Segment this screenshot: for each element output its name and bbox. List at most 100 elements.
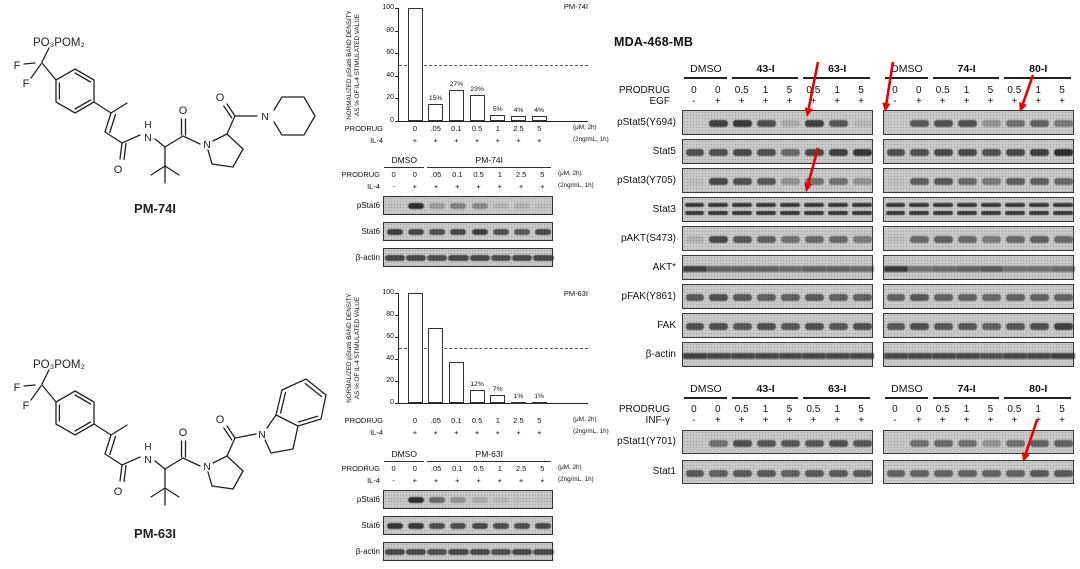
y-tick-mark — [395, 293, 398, 294]
stim-value: + — [433, 136, 438, 145]
blot-row-label: β-actin — [355, 253, 380, 262]
dose-value: 5 — [786, 85, 793, 96]
blot-band — [934, 439, 954, 447]
blot-row-label: Stat6 — [361, 227, 380, 236]
blot-band — [852, 149, 872, 156]
y-tick-label: 100 — [382, 288, 394, 296]
blot-strip — [383, 542, 554, 561]
lane-group-underline — [803, 397, 870, 399]
blot-band — [886, 149, 906, 156]
blot-band — [804, 469, 824, 477]
dose-value: 0.5 — [471, 124, 483, 133]
dose-value: 0 — [916, 404, 922, 415]
y-tick-label: 0 — [390, 117, 394, 124]
blot-strip — [383, 222, 553, 241]
dose-row-label: PRODRUG — [341, 464, 380, 473]
lane-group-underline — [932, 77, 1000, 79]
bar — [428, 104, 444, 121]
blot-strip — [883, 226, 1074, 251]
blot-strip — [883, 460, 1074, 484]
stim-value: - — [692, 415, 696, 426]
carbonyl-o-label: O — [179, 427, 188, 439]
blot-band — [910, 294, 930, 301]
blot-band — [685, 469, 705, 477]
blot-band — [1053, 323, 1073, 330]
dose-value: 0.5 — [473, 464, 484, 473]
dose-value: 2.5 — [513, 124, 524, 133]
blot-band — [754, 352, 779, 359]
blot-band — [852, 178, 872, 185]
lane-group-label: DMSO — [891, 383, 923, 395]
blot-band — [733, 149, 753, 156]
lane-group-label: 80-I — [1029, 383, 1048, 395]
y-tick-label: 60 — [386, 333, 394, 340]
blot-band — [886, 294, 906, 301]
stim-value: + — [915, 415, 922, 426]
blot-band — [709, 323, 729, 330]
y-tick-mark — [395, 121, 398, 122]
blot-band — [683, 352, 707, 359]
lane-group-underline — [932, 397, 1000, 399]
blot-band — [909, 211, 930, 215]
lane-group-underline — [885, 397, 928, 399]
blot-band — [781, 323, 800, 330]
blot-band — [910, 120, 930, 127]
stim-value: + — [714, 415, 721, 426]
bar — [407, 293, 423, 403]
blot-band — [1003, 265, 1028, 272]
blot-band — [1005, 323, 1025, 330]
stim-value: + — [1011, 415, 1018, 426]
blot-band — [709, 149, 729, 156]
dose-value: 5 — [540, 464, 545, 473]
bar-value-label: 23% — [470, 86, 484, 93]
blot-band — [934, 178, 954, 185]
dose-row-label: PRODRUG — [344, 124, 383, 133]
blot-band — [535, 228, 552, 235]
blot-band — [781, 120, 800, 127]
blot-strip — [682, 255, 874, 280]
blot-band — [1053, 236, 1073, 243]
blot-row-label: pStat3(Y705) — [617, 174, 676, 186]
blot-band — [778, 352, 803, 359]
blot-row-label: Stat1 — [652, 466, 676, 477]
blot-band — [957, 211, 977, 215]
dose-value: 0.5 — [471, 416, 483, 425]
blot-row-label: Stat3 — [652, 203, 676, 215]
indoline-n-label: N — [258, 429, 266, 441]
right-panel: MDA-468-MB DMSO 43-I 63-I 0 0 0.5 1 5 0.5 1 5 - + + + +… — [600, 30, 1080, 500]
blot-band — [756, 203, 776, 207]
blot-band — [781, 149, 800, 156]
dose-value: 2.5 — [515, 464, 527, 473]
stim-value: + — [1059, 96, 1065, 107]
blot-band — [1029, 439, 1049, 447]
blot-band — [1005, 120, 1025, 127]
blot-band — [709, 178, 729, 185]
blot-band — [907, 265, 932, 272]
blot-band — [934, 149, 954, 156]
blot-band — [910, 178, 930, 185]
blot-strip — [682, 226, 873, 251]
stim-value: + — [714, 96, 721, 107]
amide-h-label: H — [144, 442, 151, 453]
y-tick-mark — [395, 381, 398, 382]
fluorine-label: F — [14, 382, 21, 394]
dose-value: 5 — [858, 404, 864, 415]
blot-band — [910, 469, 930, 477]
blot-row-label: pStat1(Y701) — [617, 436, 676, 447]
y-axis-label: NORMALIZED pStat6 BAND DENSITY AS % OF I… — [346, 293, 361, 403]
dose-value: 0.1 — [451, 416, 462, 425]
bar-value-label: 7% — [492, 386, 503, 394]
dose-value: 0 — [715, 85, 721, 96]
blot-band — [685, 149, 705, 156]
chart-title: PM-74I — [563, 2, 588, 11]
blot-panel-pm63i: DMSO PM-63I PRODRUG 0 0 .05 0.1 0.5 1 2.5 5 (μM, 2h… — [337, 446, 647, 568]
bar-value-label: 1% — [513, 392, 524, 400]
bar — [469, 95, 485, 121]
blot-band — [828, 469, 848, 477]
stim-value: + — [786, 96, 793, 107]
stim-value: + — [516, 136, 521, 145]
dose-value: 0 — [916, 85, 922, 96]
lane-group-underline — [426, 167, 551, 168]
stim-value: + — [810, 415, 817, 426]
dose-value: 0.1 — [452, 464, 463, 473]
